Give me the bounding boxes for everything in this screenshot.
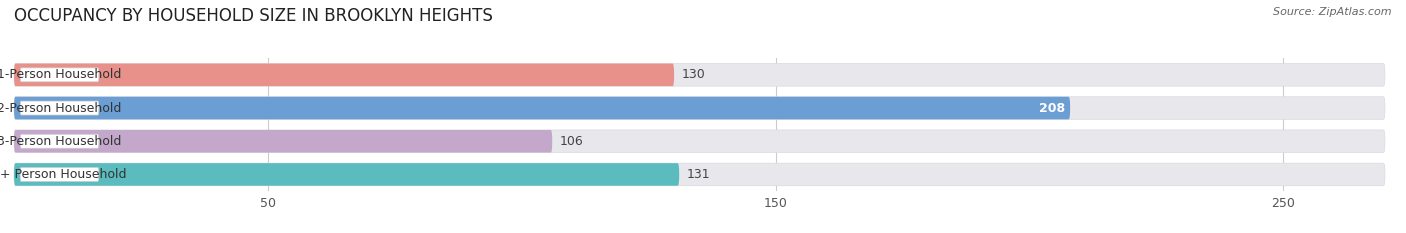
- Text: Source: ZipAtlas.com: Source: ZipAtlas.com: [1274, 7, 1392, 17]
- FancyBboxPatch shape: [20, 168, 98, 182]
- Text: 208: 208: [1039, 102, 1066, 115]
- FancyBboxPatch shape: [14, 64, 673, 86]
- Text: OCCUPANCY BY HOUSEHOLD SIZE IN BROOKLYN HEIGHTS: OCCUPANCY BY HOUSEHOLD SIZE IN BROOKLYN …: [14, 7, 494, 25]
- Text: 131: 131: [686, 168, 710, 181]
- Text: 2-Person Household: 2-Person Household: [0, 102, 122, 115]
- Text: 3-Person Household: 3-Person Household: [0, 135, 122, 148]
- FancyBboxPatch shape: [14, 97, 1385, 119]
- FancyBboxPatch shape: [20, 68, 98, 82]
- FancyBboxPatch shape: [14, 64, 1385, 86]
- FancyBboxPatch shape: [14, 130, 553, 153]
- Text: 1-Person Household: 1-Person Household: [0, 68, 122, 81]
- Text: 4+ Person Household: 4+ Person Household: [0, 168, 127, 181]
- Text: 130: 130: [682, 68, 706, 81]
- FancyBboxPatch shape: [20, 101, 98, 115]
- FancyBboxPatch shape: [14, 163, 1385, 186]
- FancyBboxPatch shape: [14, 130, 1385, 153]
- FancyBboxPatch shape: [20, 134, 98, 148]
- FancyBboxPatch shape: [14, 163, 679, 186]
- Text: 106: 106: [560, 135, 583, 148]
- FancyBboxPatch shape: [14, 97, 1070, 119]
